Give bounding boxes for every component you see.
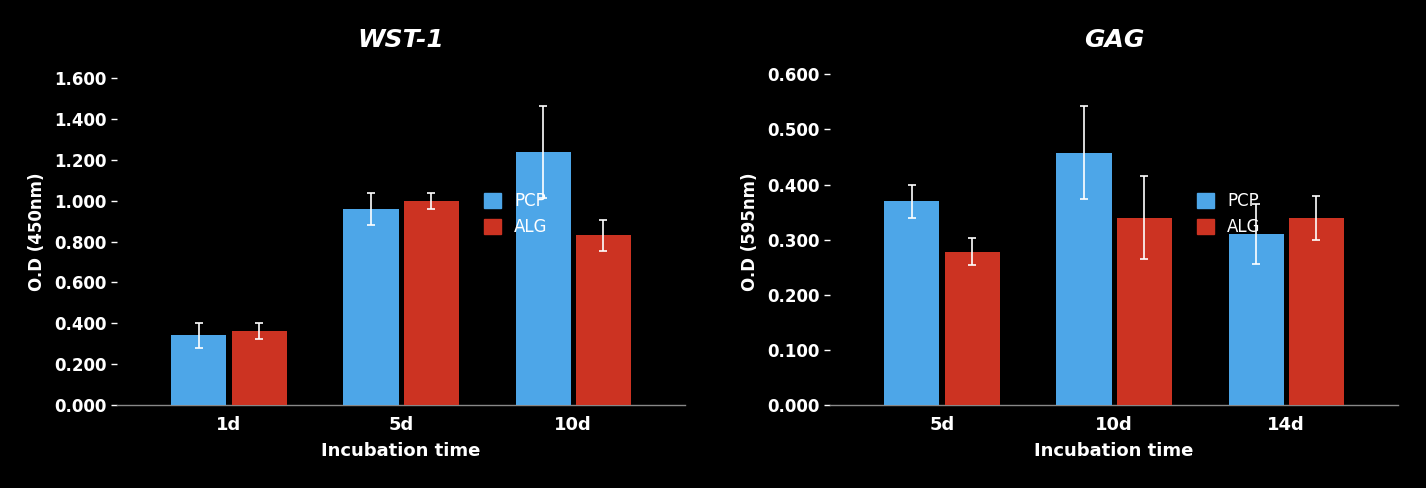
Bar [1289, 218, 1343, 405]
Bar [944, 252, 1000, 405]
Title: WST-1: WST-1 [358, 28, 445, 52]
Bar [576, 235, 630, 405]
Legend: PCP, ALG: PCP, ALG [1191, 185, 1268, 243]
X-axis label: Incubation time: Incubation time [321, 442, 481, 460]
Bar [231, 331, 287, 405]
Bar [171, 335, 227, 405]
Bar [1057, 153, 1111, 405]
Bar [344, 209, 398, 405]
Bar [516, 152, 570, 405]
Title: GAG: GAG [1084, 28, 1144, 52]
Bar [1229, 234, 1283, 405]
Y-axis label: O.D (450nm): O.D (450nm) [27, 172, 46, 290]
Legend: PCP, ALG: PCP, ALG [478, 185, 555, 243]
Bar [1117, 218, 1172, 405]
Bar [404, 201, 459, 405]
Y-axis label: O.D (595nm): O.D (595nm) [740, 172, 759, 290]
X-axis label: Incubation time: Incubation time [1034, 442, 1194, 460]
Bar [884, 201, 940, 405]
